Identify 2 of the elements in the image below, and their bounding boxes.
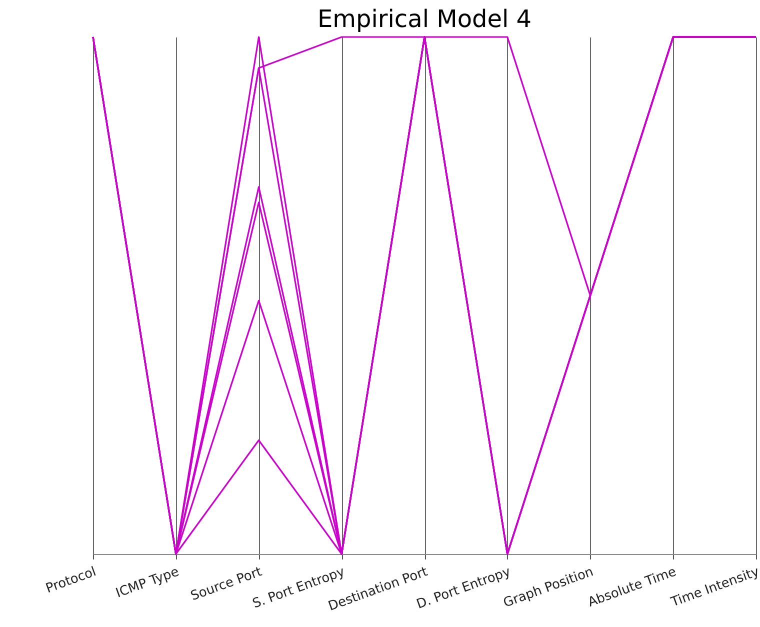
x-tick-label: ICMP Type: [114, 564, 182, 602]
chart-title: Empirical Model 4: [317, 5, 532, 34]
